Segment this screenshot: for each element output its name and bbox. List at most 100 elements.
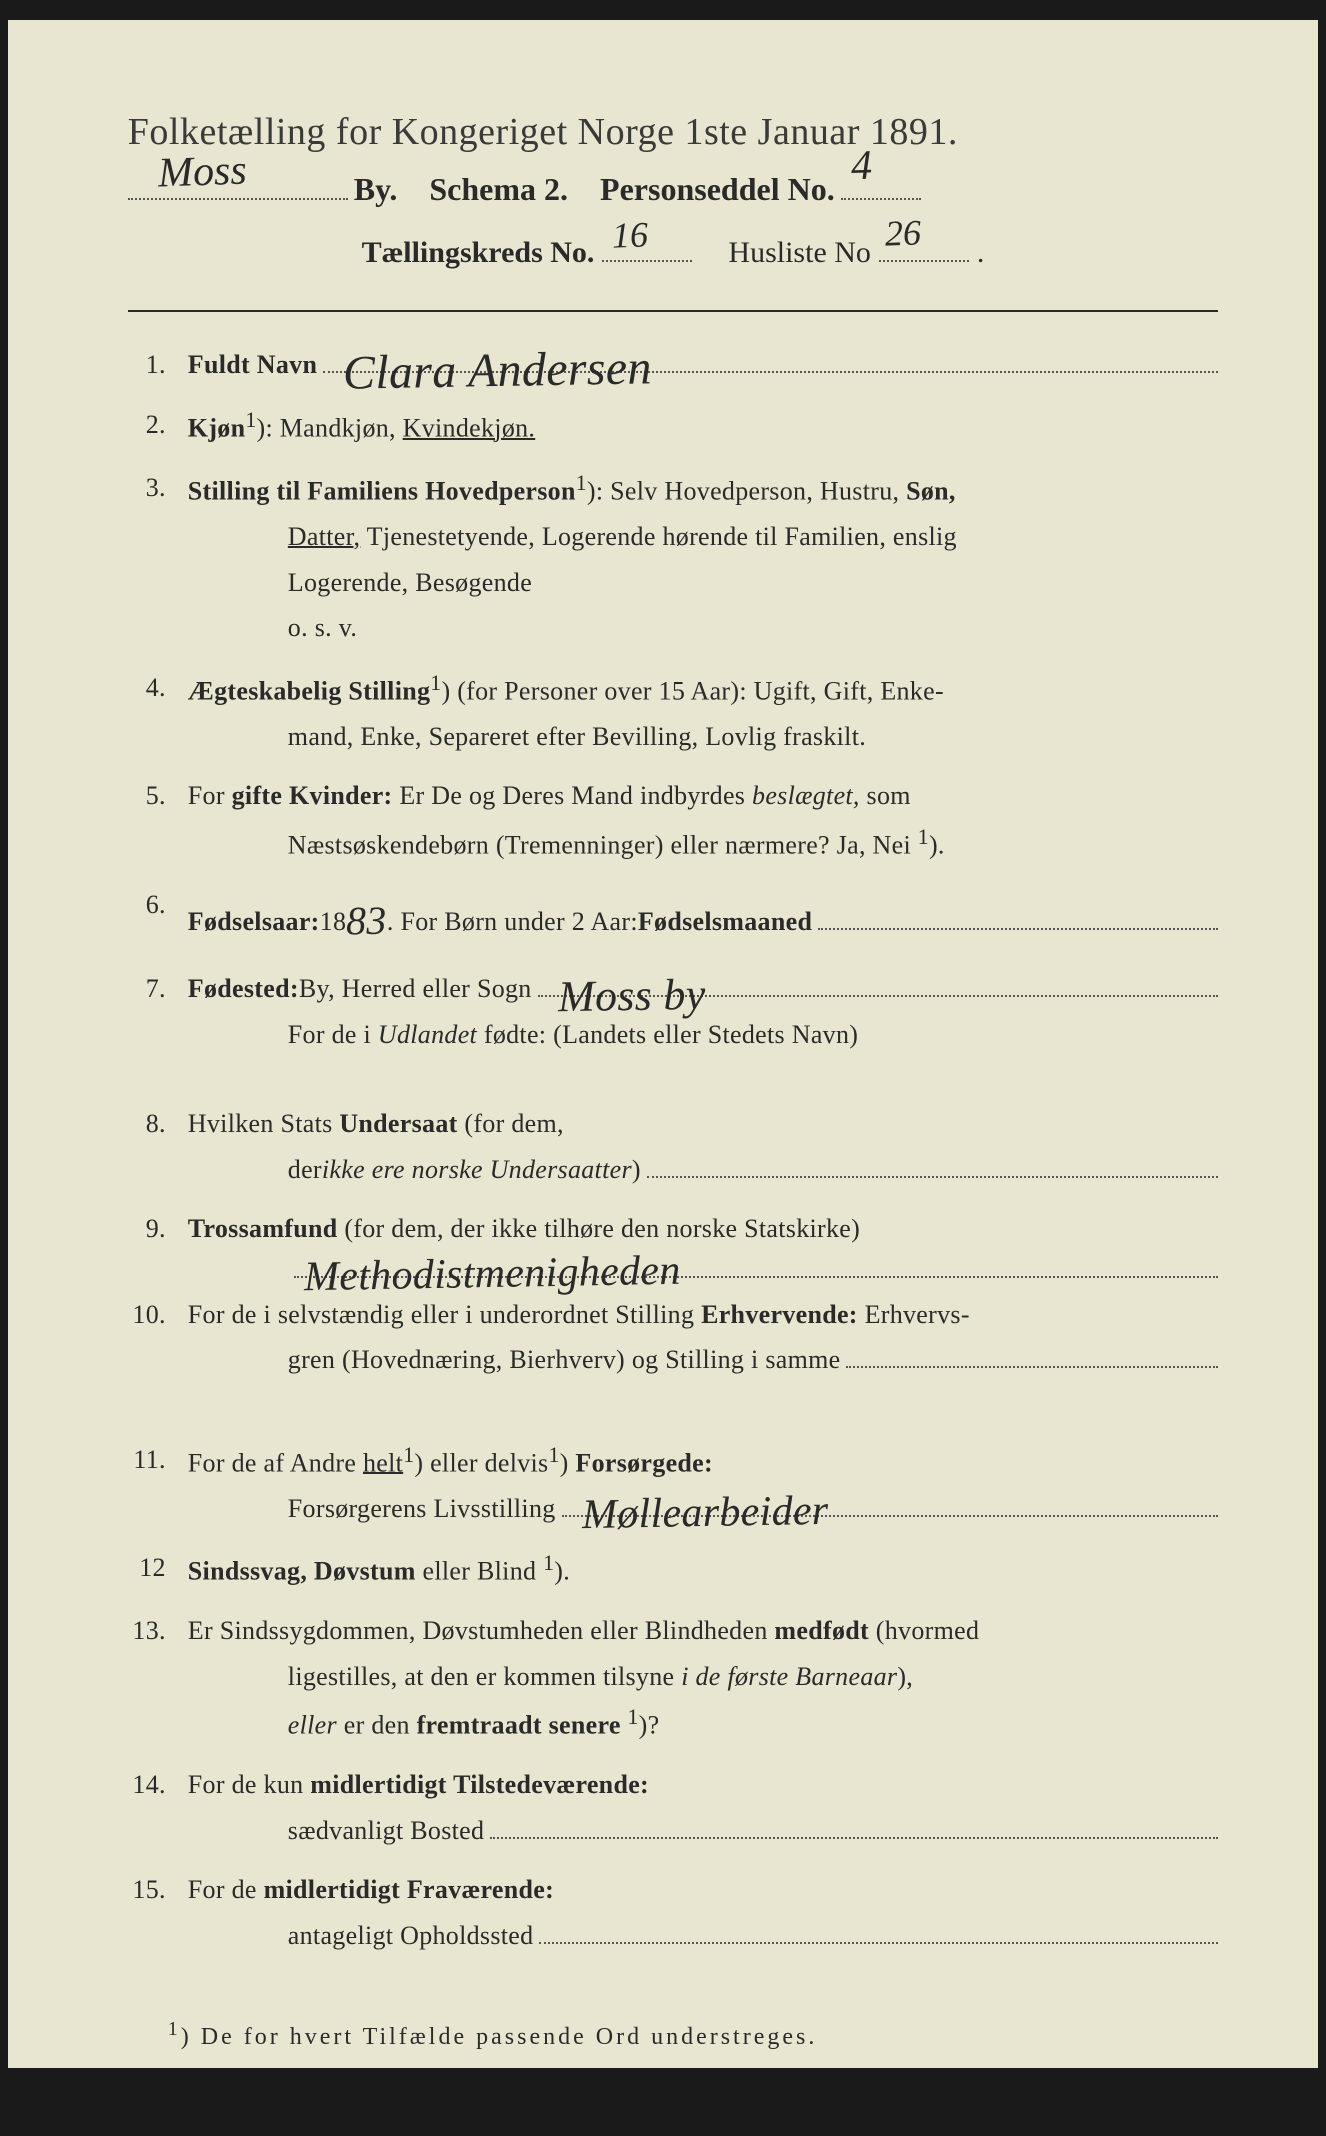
year-value: 83 [346,886,388,957]
header-title: Folketælling for Kongeriget Norge 1ste J… [128,110,1218,154]
item-5: 5. For gifte Kvinder: Er De og Deres Man… [128,773,1218,868]
text: Er Sindssygdommen, Døvstumheden eller Bl… [188,1616,775,1645]
stilling-label: Stilling til Familiens Hovedperson [188,477,576,506]
text: Forsørgede: [575,1448,713,1477]
header-line3: Tællingskreds No. 16 Husliste No 26 . [128,226,1218,270]
sup: 1 [548,1443,559,1467]
item-13: 13. Er Sindssygdommen, Døvstumheden elle… [128,1608,1218,1748]
header-line2: Moss By. Schema 2. Personseddel No. 4 [128,162,1218,208]
husliste-label: Husliste No [728,236,871,270]
item-4: 4. Ægteskabelig Stilling1) (for Personer… [128,665,1218,760]
kjon-selected: Kvindekjøn. [403,414,536,443]
text: For de [188,1875,264,1904]
footnote: 1) De for hvert Tilfælde passende Ord un… [128,2018,1218,2051]
by-handwritten: Moss [157,146,247,197]
item-8: 8. Hvilken Stats Undersaat (for dem, der… [128,1101,1218,1192]
text: ). [929,831,945,860]
item-9: 9. Trossamfund (for dem, der ikke tilhør… [128,1206,1218,1278]
kreds-no: 16 [612,214,649,257]
text: ), [897,1662,913,1691]
item-num: 13. [128,1608,188,1748]
fodselsaar-label: Fødselsaar: [188,899,320,945]
trossamfund-value: Methodistmenigheden [303,1234,681,1314]
text: der [288,1147,322,1193]
text: beslægtet, [752,781,860,810]
fodested-label: Fødested: [188,966,299,1012]
text: ): Selv Hovedperson, Hustru, [587,477,906,506]
text: . For Børn under 2 Aar: [387,899,638,945]
text: Tjenestetyende, Logerende hørende til Fa… [360,522,957,551]
item-15: 15. For de midlertidigt Fraværende: anta… [128,1867,1218,1958]
item-num: 6. [128,882,188,952]
text: For de af Andre [188,1448,363,1477]
item-num: 9. [128,1206,188,1278]
text: midlertidigt Fraværende: [264,1875,555,1904]
husliste-no: 26 [884,212,921,255]
item-num: 4. [128,665,188,760]
text: sædvanligt Bosted [288,1808,485,1854]
text: (for dem, [458,1109,564,1138]
item-1: 1. Fuldt Navn Clara Andersen [128,342,1218,388]
text: midlertidigt Tilstedeværende: [310,1770,649,1799]
item-2: 2. Kjøn1): Mandkjøn, Kvindekjøn. [128,402,1218,451]
by-label: By. [354,171,398,208]
footnote-text: ) De for hvert Tilfælde passende Ord und… [181,2024,818,2050]
text: Søn, [906,477,956,506]
item-num: 2. [128,402,188,451]
text: )? [639,1711,660,1740]
text: Logerende, Besøgende [188,560,1218,606]
sindssvag-label: Sindssvag, Døvstum [188,1557,416,1586]
text: gren (Hovednæring, Bierhverv) og Stillin… [288,1337,841,1383]
item-num: 3. [128,465,188,651]
kjon-label: Kjøn [188,414,246,443]
text: Er De og Deres Mand indbyrdes [393,781,753,810]
text: mand, Enke, Separeret efter Bevilling, L… [188,714,1218,760]
text: Undersaat [339,1109,457,1138]
item-num: 11. [128,1437,188,1532]
sup: 1 [430,671,441,695]
text: antageligt Opholdssted [288,1913,534,1959]
item-num: 15. [128,1867,188,1958]
trossamfund-label: Trossamfund [188,1214,338,1243]
census-form-page: Folketælling for Kongeriget Norge 1ste J… [8,20,1318,2068]
forsorger-value: Møllearbeider [581,1475,829,1553]
item-3: 3. Stilling til Familiens Hovedperson1):… [128,465,1218,651]
text: 18 [320,899,347,945]
text: som [860,781,911,810]
text: By, Herred eller Sogn [299,966,532,1012]
item-6: 6. Fødselsaar: 1883. For Børn under 2 Aa… [128,882,1218,952]
item-7: 7. Fødested: By, Herred eller Sogn Moss … [128,966,1218,1057]
text: o. s. v. [188,605,1218,651]
item-11: 11. For de af Andre helt1) eller delvis1… [128,1437,1218,1532]
text: (hvormed [869,1616,979,1645]
text: For de i [288,1020,378,1049]
fodselsmaaned-label: Fødselsmaaned [638,899,812,945]
text: er den [337,1711,417,1740]
text: ligestilles, at den er kommen tilsyne [288,1662,681,1691]
item-num: 10. [128,1292,188,1383]
item-12: 12 Sindssvag, Døvstum eller Blind 1). [128,1545,1218,1594]
sup: 1 [628,1705,639,1729]
sup: 1 [403,1443,414,1467]
text: Erhvervende: [701,1300,858,1329]
kreds-label: Tællingskreds No. [362,236,595,270]
fodested-value: Moss by [557,956,706,1036]
text: ikke ere norske Undersaatter [322,1147,632,1193]
sup: 1 [245,408,256,432]
text: ) [560,1448,576,1477]
text: Hvilken Stats [188,1109,340,1138]
item-num: 8. [128,1101,188,1192]
text: helt [363,1448,403,1477]
text: Næstsøskendebørn (Tremenninger) eller næ… [288,831,918,860]
text: Erhvervs- [858,1300,970,1329]
divider [128,310,1218,312]
text: eller [288,1711,337,1740]
item-num: 1. [128,342,188,388]
text: For de kun [188,1770,310,1799]
schema-label: Schema 2. [429,171,568,208]
text: eller Blind [416,1557,543,1586]
sup: 1 [576,471,587,495]
person-no: 4 [850,142,873,191]
fuldt-navn-label: Fuldt Navn [188,342,317,388]
text: fremtraadt senere [417,1711,628,1740]
